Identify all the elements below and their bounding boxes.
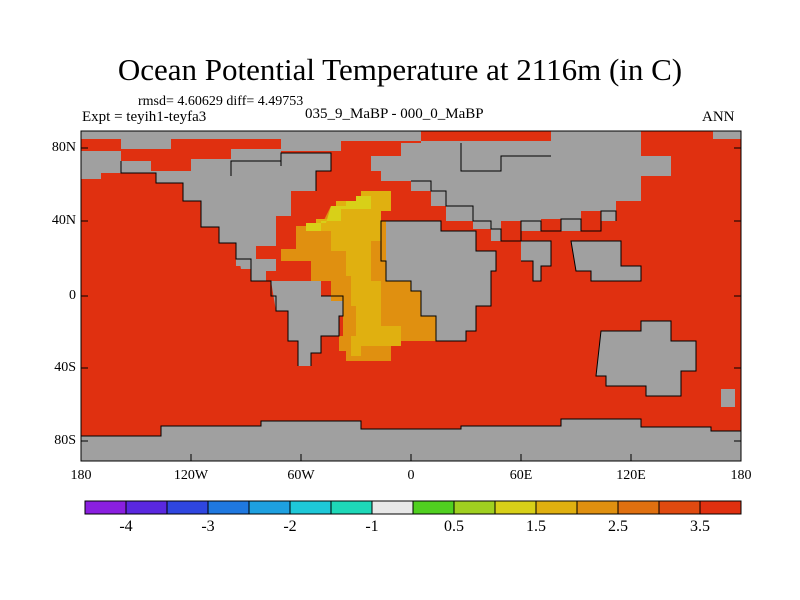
colorbar-swatch [576, 500, 619, 515]
lat-tick-label: 40S [54, 360, 76, 375]
colorbar-swatch [330, 500, 373, 515]
colorbar-label: -1 [365, 518, 379, 535]
colorbar-swatch [494, 500, 537, 515]
land-antarctica [81, 419, 741, 461]
land-eurasia [371, 141, 671, 241]
lon-tick-label: 120E [616, 468, 646, 483]
colorbar-label: 1.5 [526, 518, 546, 535]
colorbar-label: 0.5 [444, 518, 464, 535]
land-central-america [236, 243, 276, 281]
land-new-zealand [721, 389, 735, 407]
colorbar-swatch [699, 500, 742, 515]
land-south-america [271, 281, 343, 366]
experiment-label: Expt = teyih1-teyfa3 [82, 109, 207, 125]
lat-tick-label: 80S [54, 433, 76, 448]
colorbar [84, 500, 742, 515]
lat-tick-label: 80N [51, 140, 76, 155]
atlantic-yellow [306, 196, 371, 231]
lon-tick-label: 60E [509, 468, 533, 483]
colorbar-label: -3 [201, 518, 215, 535]
season-label: ANN [702, 109, 735, 125]
lon-tick-label: 120W [173, 468, 209, 483]
colorbar-swatch [289, 500, 332, 515]
lat-tick-label: 40N [51, 213, 76, 228]
colorbar-swatch [617, 500, 660, 515]
colorbar-swatch [453, 500, 496, 515]
colorbar-swatch [166, 500, 209, 515]
colorbar-swatch [125, 500, 168, 515]
colorbar-label: -2 [283, 518, 297, 535]
lon-tick-label: 0 [407, 468, 415, 483]
lon-tick-label: 180 [730, 468, 752, 483]
colorbar-swatch [371, 500, 414, 515]
atlantic-light [316, 191, 401, 356]
period-label: 035_9_MaBP - 000_0_MaBP [305, 106, 484, 122]
colorbar-swatch [535, 500, 578, 515]
land-arctic [81, 131, 741, 151]
colorbar-swatch [84, 500, 127, 515]
lat-tick-label: 0 [69, 288, 76, 303]
land-north-america [81, 149, 331, 266]
colorbar-swatch [658, 500, 701, 515]
land-india [521, 241, 551, 281]
lon-tick-label: 180 [70, 468, 92, 483]
colorbar-label: 3.5 [690, 518, 710, 535]
stats-text: rmsd= 4.60629 diff= 4.49753 [138, 94, 304, 109]
lon-tick-label: 60W [287, 468, 315, 483]
page-title: Ocean Potential Temperature at 2116m (in… [117, 52, 683, 87]
colorbar-swatch [248, 500, 291, 515]
colorbar-label: 2.5 [608, 518, 628, 535]
land-africa [381, 221, 496, 341]
colorbar-swatch [412, 500, 455, 515]
colorbar-swatch [207, 500, 250, 515]
temperature-map [80, 130, 742, 462]
colorbar-label: -4 [119, 518, 133, 535]
